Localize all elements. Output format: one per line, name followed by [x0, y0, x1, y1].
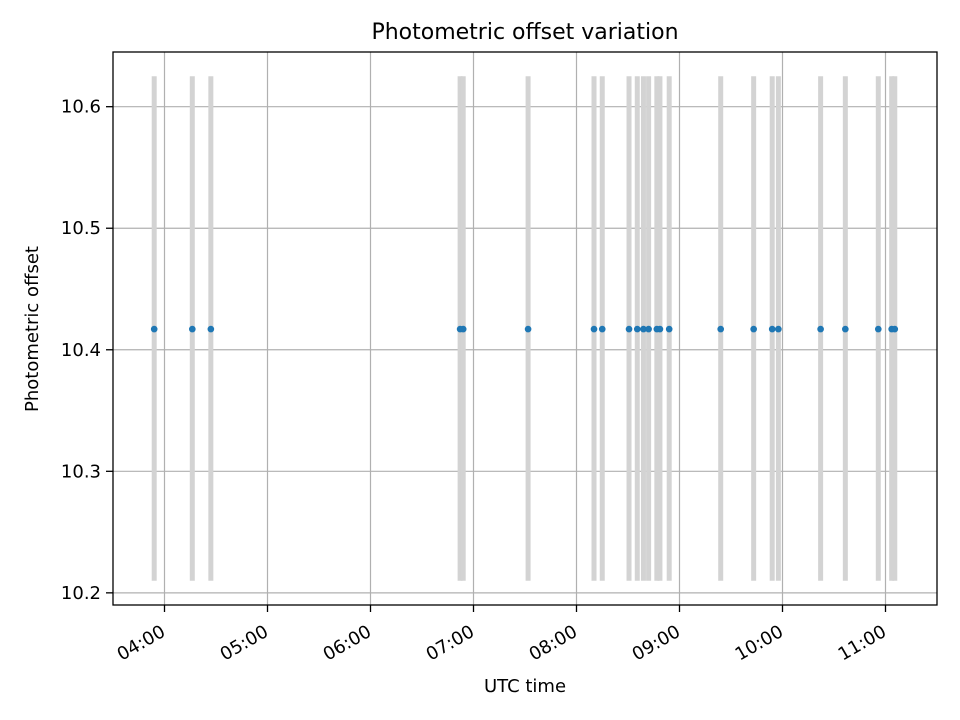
data-point — [817, 325, 824, 333]
data-point — [189, 325, 196, 333]
data-point — [645, 325, 652, 333]
data-point — [750, 325, 757, 333]
y-tick-label: 10.5 — [61, 218, 101, 239]
data-point — [665, 325, 673, 333]
chart-title: Photometric offset variation — [371, 20, 678, 45]
y-tick-label: 10.6 — [61, 97, 101, 118]
data-point — [598, 325, 606, 333]
y-axis-label: Photometric offset — [22, 246, 43, 412]
data-point — [150, 325, 158, 333]
x-tick-label: 06:00 — [320, 621, 375, 665]
x-tick-label: 09:00 — [629, 621, 684, 665]
data-point — [891, 325, 899, 333]
x-axis-label: UTC time — [484, 676, 566, 697]
data-point — [459, 325, 467, 333]
data-point — [625, 325, 633, 333]
data-point — [656, 325, 664, 333]
x-tick-label: 10:00 — [732, 621, 787, 665]
x-tick-label: 11:00 — [835, 621, 890, 665]
y-tick-label: 10.2 — [61, 583, 101, 604]
data-point — [874, 325, 882, 333]
error-bars — [151, 76, 898, 581]
y-tick-label: 10.3 — [61, 461, 101, 482]
x-tick-label: 07:00 — [423, 621, 478, 665]
data-points — [150, 325, 899, 333]
y-axis-ticks: 10.2 10.3 10.4 10.5 10.6 — [61, 97, 113, 604]
x-tick-label: 08:00 — [526, 621, 581, 665]
data-point — [768, 325, 776, 333]
data-point — [775, 325, 782, 333]
data-point — [524, 325, 532, 333]
data-point — [842, 325, 849, 333]
grid-layer — [113, 52, 937, 605]
data-point — [207, 325, 215, 333]
x-tick-label: 05:00 — [217, 621, 272, 665]
data-point — [717, 325, 724, 333]
data-point — [640, 325, 647, 333]
data-point — [633, 325, 641, 333]
plot-frame — [112, 51, 938, 606]
data-point — [590, 325, 598, 333]
y-tick-label: 10.4 — [61, 340, 101, 361]
x-axis-ticks: 04:00 05:00 06:00 07:00 08:00 09:00 10:00 11:00 — [114, 605, 890, 665]
x-tick-label: 04:00 — [114, 621, 169, 665]
